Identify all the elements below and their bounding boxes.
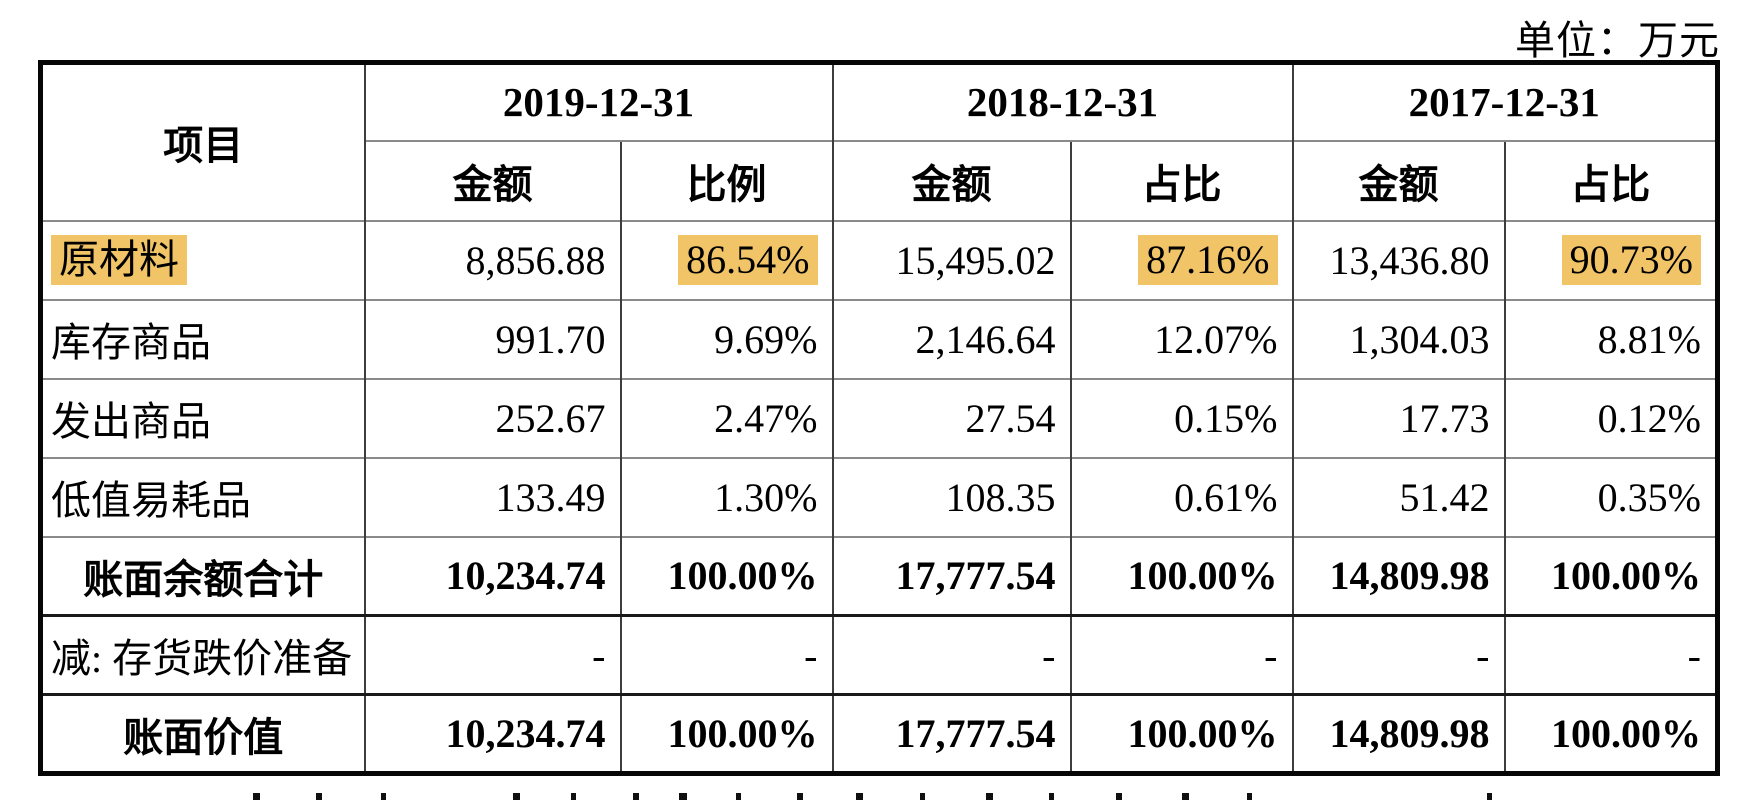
highlight-ratio-2017: 90.73%: [1561, 235, 1701, 285]
column-header-item: 项目: [39, 62, 365, 221]
cell-2019-ratio: 2.47%: [619, 377, 833, 458]
table-row-book-value: 账面价值 10,234.74 100.00% 17,777.54 100.00%…: [39, 693, 1718, 774]
cell-2018-ratio: 100.00%: [1069, 535, 1293, 616]
cell-2017-amount: 51.42: [1291, 456, 1505, 537]
cell-2018-ratio: 0.15%: [1069, 377, 1293, 458]
highlight-ratio-2019: 86.54%: [678, 235, 818, 285]
column-header-amount-2018: 金额: [831, 139, 1071, 221]
cell-2017-amount: 14,809.98: [1291, 693, 1505, 774]
unit-label: 单位：万元: [1515, 18, 1720, 63]
cell-2019-amount: 133.49: [363, 456, 621, 537]
cell-2019-ratio: 1.30%: [619, 456, 833, 537]
column-header-ratio-2018: 占比: [1069, 139, 1293, 221]
cell-2017-ratio: 8.81%: [1503, 298, 1718, 379]
row-label: 库存商品: [39, 298, 365, 379]
cell-2018-ratio: -: [1069, 614, 1293, 695]
table-row-raw-materials: 原材料 8,856.88 86.54% 15,495.02 87.16% 13,…: [39, 219, 1718, 300]
cell-2017-amount: 1,304.03: [1291, 298, 1505, 379]
column-header-date-2018: 2018-12-31: [831, 62, 1293, 141]
row-label: 发出商品: [39, 377, 365, 458]
cell-2019-amount: 252.67: [363, 377, 621, 458]
cell-2017-ratio: 0.12%: [1503, 377, 1718, 458]
table-row-goods-in-transit: 发出商品 252.67 2.47% 27.54 0.15% 17.73 0.12…: [39, 377, 1718, 458]
row-label: 减: 存货跌价准备: [39, 614, 365, 695]
cell-2018-ratio: 87.16%: [1069, 219, 1293, 300]
row-label: 账面余额合计: [39, 535, 365, 616]
cell-2017-amount: 13,436.80: [1291, 219, 1505, 300]
cell-2018-ratio: 12.07%: [1069, 298, 1293, 379]
cell-2019-amount: 8,856.88: [363, 219, 621, 300]
cell-2019-ratio: -: [619, 614, 833, 695]
cell-2017-ratio: 100.00%: [1503, 693, 1718, 774]
column-header-amount-2019: 金额: [363, 139, 621, 221]
highlight-raw-materials: 原材料: [51, 235, 187, 285]
cell-2017-ratio: 0.35%: [1503, 456, 1718, 537]
inventory-breakdown-table: 项目 2019-12-31 2018-12-31 2017-12-31 金额 比…: [38, 60, 1720, 776]
column-header-date-2017: 2017-12-31: [1291, 62, 1718, 141]
highlight-ratio-2018: 87.16%: [1138, 235, 1278, 285]
cell-2018-ratio: 0.61%: [1069, 456, 1293, 537]
table-row-balance-total: 账面余额合计 10,234.74 100.00% 17,777.54 100.0…: [39, 535, 1718, 616]
column-header-ratio-2017: 占比: [1503, 139, 1718, 221]
table-row-impairment-provision: 减: 存货跌价准备 - - - - - -: [39, 614, 1718, 695]
cell-2018-amount: 17,777.54: [831, 693, 1071, 774]
row-label-raw-materials: 原材料: [39, 219, 365, 300]
cell-2018-amount: 108.35: [831, 456, 1071, 537]
cell-2019-amount: -: [363, 614, 621, 695]
cell-2017-amount: 17.73: [1291, 377, 1505, 458]
cell-2019-amount: 991.70: [363, 298, 621, 379]
cell-2018-amount: 17,777.54: [831, 535, 1071, 616]
row-label: 账面价值: [39, 693, 365, 774]
cell-2019-ratio: 100.00%: [619, 693, 833, 774]
cell-2019-amount: 10,234.74: [363, 693, 621, 774]
cell-2018-ratio: 100.00%: [1069, 693, 1293, 774]
cell-2017-amount: -: [1291, 614, 1505, 695]
column-header-amount-2017: 金额: [1291, 139, 1505, 221]
cell-2019-ratio: 86.54%: [619, 219, 833, 300]
cell-2017-ratio: 100.00%: [1503, 535, 1718, 616]
cell-2018-amount: -: [831, 614, 1071, 695]
cell-2019-amount: 10,234.74: [363, 535, 621, 616]
header-row-subheaders: 金额 比例 金额 占比 金额 占比: [41, 139, 1718, 221]
table-row-finished-goods: 库存商品 991.70 9.69% 2,146.64 12.07% 1,304.…: [39, 298, 1718, 379]
column-header-ratio-2019: 比例: [619, 139, 833, 221]
cell-2017-amount: 14,809.98: [1291, 535, 1505, 616]
cell-2017-ratio: -: [1503, 614, 1718, 695]
cell-2017-ratio: 90.73%: [1503, 219, 1718, 300]
cell-2018-amount: 15,495.02: [831, 219, 1071, 300]
table-row-low-value-consumables: 低值易耗品 133.49 1.30% 108.35 0.61% 51.42 0.…: [39, 456, 1718, 537]
header-row-dates: 项目 2019-12-31 2018-12-31 2017-12-31: [39, 62, 1718, 221]
cell-2018-amount: 2,146.64: [831, 298, 1071, 379]
column-header-date-2019: 2019-12-31: [363, 62, 833, 141]
row-label: 低值易耗品: [39, 456, 365, 537]
cell-2018-amount: 27.54: [831, 377, 1071, 458]
cell-2019-ratio: 100.00%: [619, 535, 833, 616]
clipped-text-fragments: [0, 791, 1756, 800]
cell-2019-ratio: 9.69%: [619, 298, 833, 379]
